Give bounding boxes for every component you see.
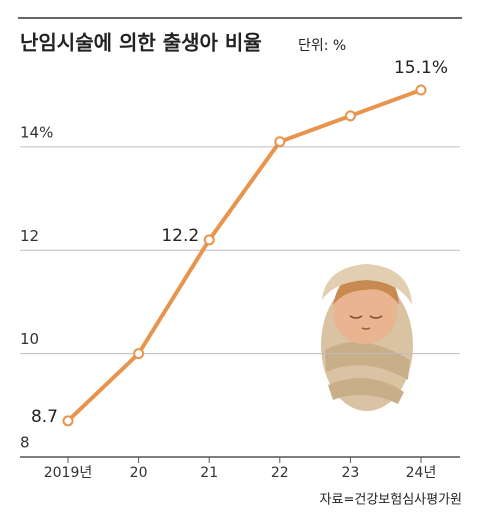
point xyxy=(274,136,286,148)
x-tick-label: 22 xyxy=(271,465,289,481)
x-tick-label: 21 xyxy=(200,465,218,481)
point xyxy=(62,415,74,427)
y-tick-label: 14% xyxy=(20,123,53,141)
chart-title: 난임시술에 의한 출생아 비율 xyxy=(20,31,262,55)
y-tick-label: 10 xyxy=(20,330,39,348)
value-label: 15.1% xyxy=(394,58,448,78)
value-label: 8.7 xyxy=(31,407,58,427)
unit-label: 단위: % xyxy=(298,38,346,54)
source: 자료=건강보험심사평가원 xyxy=(320,493,462,508)
y-tick-label: 12 xyxy=(20,227,39,245)
point xyxy=(133,348,145,360)
point xyxy=(415,84,427,96)
x-tick-label: 2019년 xyxy=(44,465,93,481)
point xyxy=(344,110,356,122)
value-label: 12.2 xyxy=(161,226,199,246)
x-tick-label: 23 xyxy=(341,465,359,481)
y-tick-label: 8 xyxy=(20,434,30,452)
line xyxy=(66,88,422,423)
baby-illustration xyxy=(321,264,413,411)
x-tick-label: 20 xyxy=(130,465,148,481)
point xyxy=(203,234,215,246)
x-tick-label: 24년 xyxy=(406,465,437,481)
